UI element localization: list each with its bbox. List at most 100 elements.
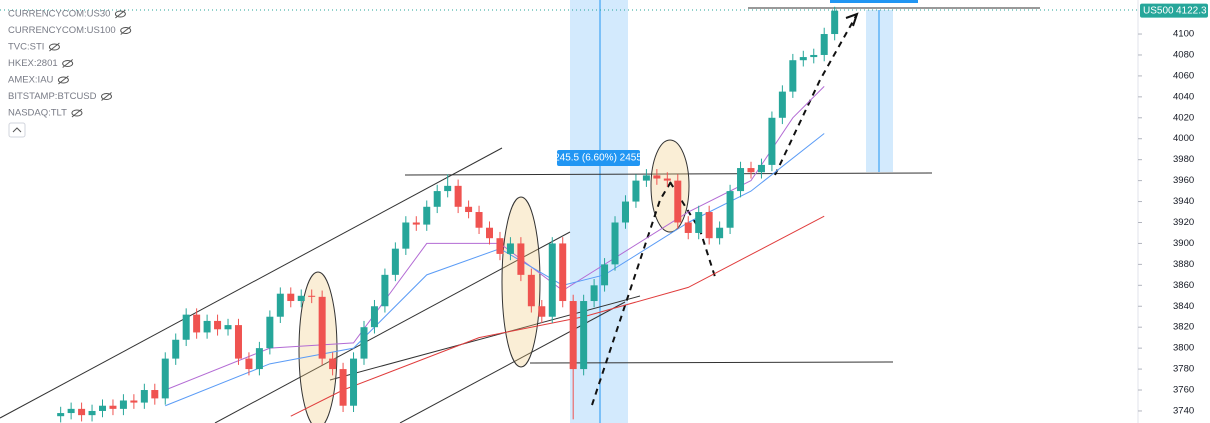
candle-body bbox=[391, 248, 399, 275]
candle-body bbox=[506, 243, 514, 254]
candle-body bbox=[109, 405, 117, 409]
visibility-icon bbox=[71, 109, 83, 117]
candle-body bbox=[799, 57, 807, 61]
visibility-icon bbox=[101, 93, 112, 100]
candle-body bbox=[695, 212, 703, 233]
candle-body bbox=[496, 238, 504, 254]
measure-label-bg bbox=[557, 150, 640, 166]
candle-body bbox=[318, 296, 326, 359]
y-tick-label: 3960 bbox=[1173, 175, 1194, 186]
dashed-arrow bbox=[774, 15, 857, 176]
candle-body bbox=[527, 274, 535, 307]
moving-average bbox=[165, 133, 825, 407]
visibility-icon bbox=[62, 60, 74, 67]
dashed-arrow bbox=[591, 179, 673, 406]
candle-body bbox=[339, 369, 347, 406]
visibility-slash bbox=[120, 26, 131, 35]
h-line bbox=[404, 172, 933, 176]
candle-body bbox=[726, 191, 734, 228]
legend-symbol: CURRENCYCOM:US100 bbox=[8, 25, 116, 36]
price-tag-name: US500 bbox=[1143, 5, 1174, 16]
candle-body bbox=[632, 180, 640, 202]
y-tick-label: 4040 bbox=[1173, 91, 1194, 102]
candle-body bbox=[360, 327, 368, 359]
candle-body bbox=[778, 91, 786, 118]
ellipse bbox=[650, 139, 690, 233]
candle-body bbox=[820, 34, 828, 55]
candle-body bbox=[350, 358, 358, 406]
legend-symbol: TVC:STI bbox=[8, 42, 44, 53]
collapse-icon bbox=[12, 127, 22, 133]
y-tick-label: 3780 bbox=[1173, 364, 1194, 375]
candle-body bbox=[580, 301, 588, 370]
candle-body bbox=[151, 390, 159, 399]
h-line bbox=[529, 361, 894, 364]
candle-body bbox=[329, 358, 337, 370]
y-tick-label: 3940 bbox=[1173, 196, 1194, 207]
candle-body bbox=[67, 408, 75, 414]
candle-body bbox=[245, 358, 253, 370]
visibility-slash bbox=[101, 92, 112, 101]
candle-body bbox=[381, 274, 389, 307]
candle-body bbox=[88, 410, 96, 416]
visibility-slash bbox=[58, 75, 69, 85]
candle-body bbox=[768, 117, 776, 165]
y-tick-label: 4000 bbox=[1173, 133, 1194, 144]
price-tag-bg bbox=[1140, 3, 1208, 18]
y-tick-label: 3980 bbox=[1173, 154, 1194, 165]
target-label-bg bbox=[830, 0, 918, 3]
y-tick-label: 3760 bbox=[1173, 385, 1194, 396]
candle-body bbox=[444, 185, 452, 192]
candle-body bbox=[590, 285, 598, 302]
candle-body bbox=[454, 185, 462, 207]
candle-body bbox=[234, 325, 242, 359]
y-tick-label: 4020 bbox=[1173, 112, 1194, 123]
visibility-icon bbox=[48, 43, 60, 51]
candle-body bbox=[548, 243, 556, 317]
collapse-button[interactable] bbox=[8, 122, 26, 138]
legend-symbol: HKEX:2801 bbox=[8, 58, 58, 69]
candle-body bbox=[559, 243, 567, 302]
y-tick-label: 3900 bbox=[1173, 238, 1194, 249]
candle-body bbox=[224, 325, 232, 330]
candle-body bbox=[57, 413, 65, 417]
trend-line bbox=[399, 301, 626, 423]
candle-body bbox=[684, 222, 692, 233]
candle-body bbox=[255, 348, 263, 370]
candle-body bbox=[266, 316, 274, 349]
candle-body bbox=[486, 227, 494, 239]
candle-body bbox=[601, 264, 609, 286]
y-tick-label: 4100 bbox=[1173, 29, 1194, 40]
candle-body bbox=[140, 390, 148, 403]
candle-body bbox=[172, 339, 180, 359]
arrow-head bbox=[845, 12, 859, 27]
candle-body bbox=[99, 405, 107, 411]
trend-line bbox=[329, 295, 641, 381]
candle-body bbox=[642, 175, 650, 181]
candle-body bbox=[674, 180, 682, 223]
visibility-slash bbox=[62, 59, 73, 68]
candle-body bbox=[653, 175, 661, 179]
candle-body bbox=[119, 400, 127, 409]
y-tick-label: 3820 bbox=[1173, 322, 1194, 333]
legend-symbol: AMEX:IAU bbox=[8, 75, 54, 86]
candle-body bbox=[214, 320, 222, 330]
candle-body bbox=[193, 314, 201, 333]
plot bbox=[57, 6, 839, 423]
candle-body bbox=[465, 206, 473, 213]
moving-average bbox=[165, 86, 825, 391]
candle-body bbox=[412, 222, 420, 225]
measure-label: 245.5 (6.60%) 2455 bbox=[554, 153, 642, 164]
candle-body bbox=[203, 320, 211, 333]
y-tick-label: 3800 bbox=[1173, 343, 1194, 354]
candle-body bbox=[182, 314, 190, 340]
drawings: 245.5 (6.60%) 2455 bbox=[0, 0, 1040, 423]
candle-body bbox=[810, 54, 818, 58]
candle-body bbox=[78, 408, 86, 416]
y-tick-label: 3880 bbox=[1173, 259, 1194, 270]
candle-body bbox=[276, 293, 284, 317]
candle-body bbox=[161, 358, 169, 399]
visibility-slash bbox=[115, 9, 126, 19]
candle-body bbox=[130, 400, 138, 403]
candle-body bbox=[308, 295, 316, 297]
